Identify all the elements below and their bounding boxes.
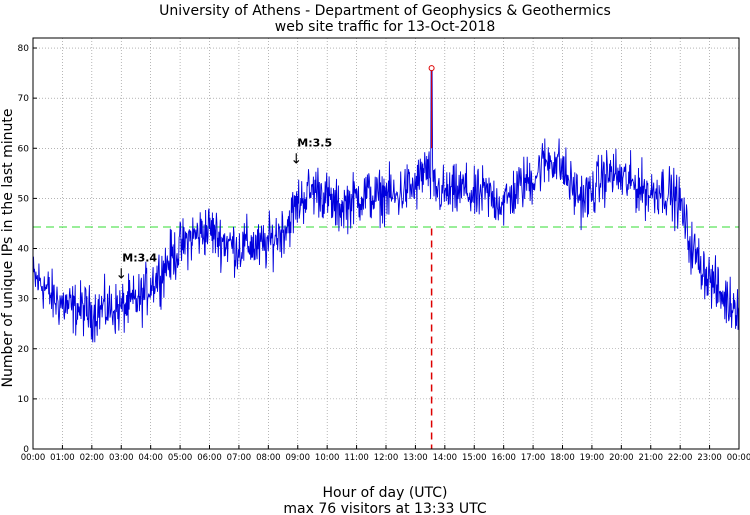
x-tick-label: 03:00: [109, 453, 134, 463]
x-tick-label: 00:00: [727, 453, 750, 463]
down-arrow-icon: ↓: [115, 267, 127, 283]
x-tick-label: 02:00: [80, 453, 105, 463]
x-tick-label: 09:00: [286, 453, 311, 463]
x-tick-label: 20:00: [609, 453, 634, 463]
grid: [33, 38, 739, 449]
annotation-label: M:3.4: [122, 252, 157, 265]
y-tick-label: 10: [18, 395, 30, 405]
max-marker-circle: [428, 65, 435, 72]
plot-frame: [32, 37, 740, 450]
x-tick-label: 08:00: [256, 453, 281, 463]
y-tick-label: 40: [18, 245, 30, 255]
y-tick-label: 0: [23, 445, 29, 455]
annotation-label: M:3.5: [297, 136, 332, 149]
x-tick-label: 04:00: [138, 453, 163, 463]
x-tick-label: 15:00: [462, 453, 487, 463]
x-tick-label: 06:00: [197, 453, 222, 463]
x-tick-label: 22:00: [668, 453, 693, 463]
x-tick-label: 16:00: [491, 453, 516, 463]
x-tick-label: 11:00: [344, 453, 369, 463]
y-tick-label: 70: [18, 94, 30, 104]
x-tick-label: 21:00: [639, 453, 664, 463]
x-tick-label: 13:00: [403, 453, 428, 463]
max-visitors-footer: max 76 visitors at 13:33 UTC: [283, 501, 486, 515]
x-axis-ticks: 00:00 01:00 02:00 03:00 04:00 05:00 06:00 07:00…: [21, 445, 750, 463]
x-axis-label: Hour of day (UTC): [323, 485, 448, 501]
x-tick-label: 00:00: [21, 453, 46, 463]
y-axis-label: Number of unique IPs in the last minute: [0, 109, 16, 388]
x-tick-label: 07:00: [227, 453, 252, 463]
y-tick-label: 20: [18, 345, 30, 355]
series-line: [32, 67, 740, 343]
x-tick-label: 23:00: [697, 453, 722, 463]
x-tick-label: 12:00: [374, 453, 399, 463]
y-tick-label: 50: [18, 194, 30, 204]
chart-subtitle: web site traffic for 13-Oct-2018: [275, 19, 496, 35]
x-tick-label: 01:00: [50, 453, 75, 463]
y-tick-label: 80: [18, 44, 30, 54]
x-tick-label: 10:00: [315, 453, 340, 463]
x-tick-label: 18:00: [550, 453, 575, 463]
chart-title: University of Athens - Department of Geo…: [159, 3, 611, 19]
y-tick-label: 30: [18, 295, 30, 305]
x-tick-label: 19:00: [580, 453, 605, 463]
y-tick-label: 60: [18, 144, 30, 154]
x-tick-label: 17:00: [521, 453, 546, 463]
down-arrow-icon: ↓: [290, 151, 302, 167]
x-tick-label: 05:00: [168, 453, 193, 463]
annotation-m3-4: M:3.4 ↓: [115, 252, 157, 283]
y-axis-ticks: 0 10 20 30 40 50 60 70 80: [18, 44, 37, 455]
annotation-m3-5: M:3.5 ↓: [290, 136, 332, 167]
x-tick-label: 14:00: [433, 453, 458, 463]
